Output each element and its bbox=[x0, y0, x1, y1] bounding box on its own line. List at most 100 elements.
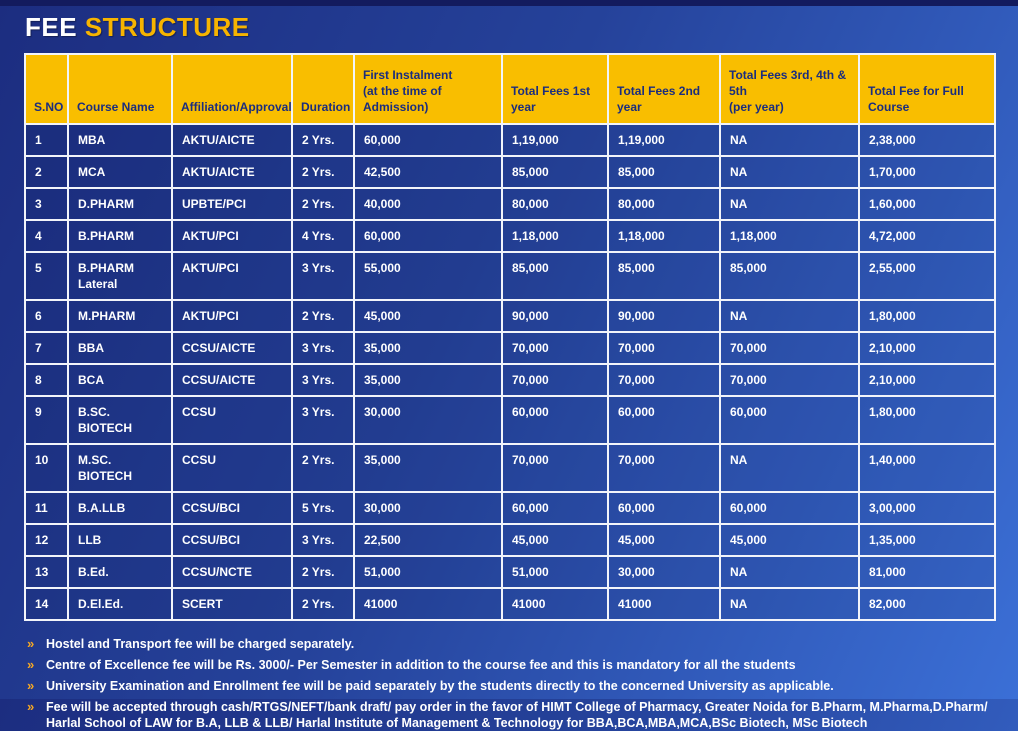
cell-affiliation: UPBTE/PCI bbox=[171, 187, 293, 221]
page-title-structure: STRUCTURE bbox=[84, 12, 250, 42]
cell-duration: 4 Yrs. bbox=[291, 219, 355, 253]
cell-fees-2nd-year: 80,000 bbox=[607, 187, 721, 221]
cell-duration: 3 Yrs. bbox=[291, 363, 355, 397]
note-item: » University Examination and Enrollment … bbox=[27, 678, 990, 694]
cell-sno: 12 bbox=[24, 523, 69, 557]
cell-first-instalment: 35,000 bbox=[353, 443, 503, 493]
cell-affiliation: CCSU bbox=[171, 395, 293, 445]
notes-section: » Hostel and Transport fee will be charg… bbox=[27, 636, 990, 731]
cell-first-instalment: 51,000 bbox=[353, 555, 503, 589]
cell-full-course-fee: 81,000 bbox=[858, 555, 996, 589]
cell-duration: 2 Yrs. bbox=[291, 443, 355, 493]
cell-full-course-fee: 4,72,000 bbox=[858, 219, 996, 253]
cell-first-instalment: 35,000 bbox=[353, 331, 503, 365]
note-bullet-icon: » bbox=[27, 678, 35, 693]
fee-table-body: 1 MBA AKTU/AICTE 2 Yrs. 60,000 1,19,000 1,19,0… bbox=[24, 123, 996, 621]
table-row: 6 M.PHARM AKTU/PCI 2 Yrs. 45,000 90,000 90,000… bbox=[24, 299, 996, 333]
cell-fees-1st-year: 85,000 bbox=[501, 251, 609, 301]
cell-fees-1st-year: 1,18,000 bbox=[501, 219, 609, 253]
cell-duration: 2 Yrs. bbox=[291, 555, 355, 589]
table-row: 2 MCA AKTU/AICTE 2 Yrs. 42,500 85,000 85,000 NA… bbox=[24, 155, 996, 189]
cell-full-course-fee: 1,70,000 bbox=[858, 155, 996, 189]
cell-course-name: D.El.Ed. bbox=[67, 587, 173, 621]
cell-course-name: B.PHARM Lateral bbox=[67, 251, 173, 301]
cell-fees-2nd-year: 60,000 bbox=[607, 491, 721, 525]
cell-duration: 5 Yrs. bbox=[291, 491, 355, 525]
cell-first-instalment: 40,000 bbox=[353, 187, 503, 221]
cell-course-name: B.A.LLB bbox=[67, 491, 173, 525]
cell-course-name: M.PHARM bbox=[67, 299, 173, 333]
cell-affiliation: CCSU/AICTE bbox=[171, 363, 293, 397]
cell-full-course-fee: 2,10,000 bbox=[858, 363, 996, 397]
cell-sno: 13 bbox=[24, 555, 69, 589]
cell-affiliation: CCSU/BCI bbox=[171, 491, 293, 525]
cell-full-course-fee: 1,40,000 bbox=[858, 443, 996, 493]
cell-affiliation: CCSU/AICTE bbox=[171, 331, 293, 365]
cell-affiliation: AKTU/PCI bbox=[171, 251, 293, 301]
cell-duration: 2 Yrs. bbox=[291, 299, 355, 333]
cell-fees-3rd-4th-5th: 60,000 bbox=[719, 491, 860, 525]
fee-table-header: S.NO Course Name Affiliation/Approval Du… bbox=[24, 53, 996, 125]
top-bar bbox=[0, 0, 1018, 6]
cell-fees-1st-year: 51,000 bbox=[501, 555, 609, 589]
column-header-duration: Duration bbox=[291, 53, 355, 125]
cell-fees-2nd-year: 1,19,000 bbox=[607, 123, 721, 157]
cell-affiliation: SCERT bbox=[171, 587, 293, 621]
cell-first-instalment: 30,000 bbox=[353, 491, 503, 525]
cell-affiliation: CCSU/NCTE bbox=[171, 555, 293, 589]
cell-affiliation: CCSU bbox=[171, 443, 293, 493]
cell-course-name: MCA bbox=[67, 155, 173, 189]
header-row: S.NO Course Name Affiliation/Approval Du… bbox=[24, 53, 996, 125]
column-header-affiliation: Affiliation/Approval bbox=[171, 53, 293, 125]
cell-sno: 7 bbox=[24, 331, 69, 365]
cell-fees-3rd-4th-5th: 70,000 bbox=[719, 331, 860, 365]
cell-sno: 6 bbox=[24, 299, 69, 333]
cell-sno: 1 bbox=[24, 123, 69, 157]
column-header-fees-1st-year: Total Fees 1st year bbox=[501, 53, 609, 125]
cell-fees-3rd-4th-5th: NA bbox=[719, 155, 860, 189]
cell-sno: 11 bbox=[24, 491, 69, 525]
column-header-sno: S.NO bbox=[24, 53, 69, 125]
cell-first-instalment: 30,000 bbox=[353, 395, 503, 445]
cell-fees-2nd-year: 70,000 bbox=[607, 363, 721, 397]
cell-first-instalment: 55,000 bbox=[353, 251, 503, 301]
cell-fees-2nd-year: 70,000 bbox=[607, 331, 721, 365]
cell-fees-1st-year: 1,19,000 bbox=[501, 123, 609, 157]
cell-sno: 4 bbox=[24, 219, 69, 253]
note-item: » Fee will be accepted through cash/RTGS… bbox=[27, 699, 990, 731]
cell-fees-2nd-year: 41000 bbox=[607, 587, 721, 621]
page-title-fee: FEE bbox=[25, 12, 78, 42]
cell-fees-3rd-4th-5th: NA bbox=[719, 299, 860, 333]
note-text: Centre of Excellence fee will be Rs. 300… bbox=[46, 658, 796, 672]
cell-first-instalment: 42,500 bbox=[353, 155, 503, 189]
cell-duration: 3 Yrs. bbox=[291, 523, 355, 557]
cell-fees-1st-year: 90,000 bbox=[501, 299, 609, 333]
cell-fees-2nd-year: 85,000 bbox=[607, 155, 721, 189]
cell-fees-1st-year: 70,000 bbox=[501, 331, 609, 365]
cell-fees-2nd-year: 60,000 bbox=[607, 395, 721, 445]
cell-first-instalment: 35,000 bbox=[353, 363, 503, 397]
cell-duration: 2 Yrs. bbox=[291, 155, 355, 189]
cell-full-course-fee: 1,80,000 bbox=[858, 395, 996, 445]
cell-course-name: MBA bbox=[67, 123, 173, 157]
cell-full-course-fee: 3,00,000 bbox=[858, 491, 996, 525]
cell-sno: 5 bbox=[24, 251, 69, 301]
cell-course-name: B.Ed. bbox=[67, 555, 173, 589]
cell-fees-1st-year: 60,000 bbox=[501, 395, 609, 445]
cell-affiliation: AKTU/PCI bbox=[171, 299, 293, 333]
cell-fees-1st-year: 70,000 bbox=[501, 363, 609, 397]
column-header-first-instalment: First Instalment (at the time of Admissi… bbox=[353, 53, 503, 125]
table-row: 9 B.SC. BIOTECH CCSU 3 Yrs. 30,000 60,000 60,0… bbox=[24, 395, 996, 445]
cell-fees-2nd-year: 45,000 bbox=[607, 523, 721, 557]
cell-first-instalment: 60,000 bbox=[353, 123, 503, 157]
note-bullet-icon: » bbox=[27, 657, 35, 672]
cell-fees-1st-year: 60,000 bbox=[501, 491, 609, 525]
note-text: University Examination and Enrollment fe… bbox=[46, 679, 834, 693]
cell-first-instalment: 41000 bbox=[353, 587, 503, 621]
table-row: 3 D.PHARM UPBTE/PCI 2 Yrs. 40,000 80,000 80,00… bbox=[24, 187, 996, 221]
page-title: FEE STRUCTURE bbox=[25, 12, 1018, 43]
cell-full-course-fee: 2,10,000 bbox=[858, 331, 996, 365]
cell-first-instalment: 22,500 bbox=[353, 523, 503, 557]
cell-sno: 3 bbox=[24, 187, 69, 221]
cell-fees-3rd-4th-5th: 70,000 bbox=[719, 363, 860, 397]
